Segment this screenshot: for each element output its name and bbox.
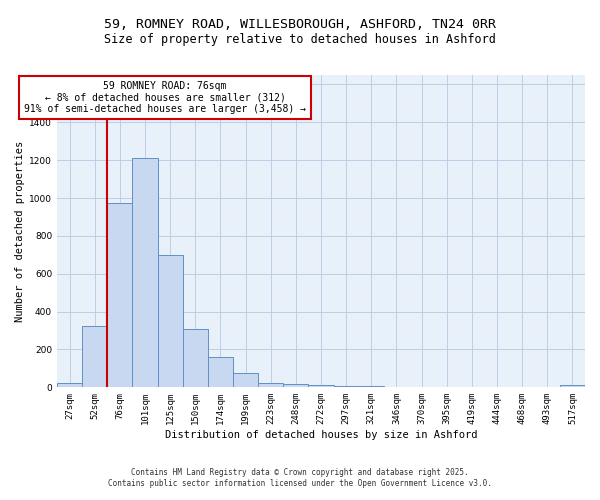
Bar xyxy=(384,387,409,388)
X-axis label: Distribution of detached houses by size in Ashford: Distribution of detached houses by size … xyxy=(165,430,477,440)
Text: 59, ROMNEY ROAD, WILLESBOROUGH, ASHFORD, TN24 0RR: 59, ROMNEY ROAD, WILLESBOROUGH, ASHFORD,… xyxy=(104,18,496,30)
Text: Size of property relative to detached houses in Ashford: Size of property relative to detached ho… xyxy=(104,32,496,46)
Bar xyxy=(183,328,208,388)
Bar xyxy=(82,326,107,388)
Bar xyxy=(208,357,233,388)
Text: 59 ROMNEY ROAD: 76sqm
← 8% of detached houses are smaller (312)
91% of semi-deta: 59 ROMNEY ROAD: 76sqm ← 8% of detached h… xyxy=(24,81,306,114)
Bar xyxy=(57,382,82,388)
Text: Contains HM Land Registry data © Crown copyright and database right 2025.: Contains HM Land Registry data © Crown c… xyxy=(131,468,469,477)
Bar xyxy=(359,386,384,388)
Bar xyxy=(283,384,308,388)
Bar xyxy=(158,255,183,388)
Bar xyxy=(133,158,158,388)
Text: Contains public sector information licensed under the Open Government Licence v3: Contains public sector information licen… xyxy=(108,480,492,488)
Bar xyxy=(334,386,359,388)
Y-axis label: Number of detached properties: Number of detached properties xyxy=(15,140,25,322)
Bar xyxy=(308,385,334,388)
Bar xyxy=(107,203,133,388)
Bar xyxy=(233,372,258,388)
Bar xyxy=(258,382,283,388)
Bar xyxy=(560,386,585,388)
